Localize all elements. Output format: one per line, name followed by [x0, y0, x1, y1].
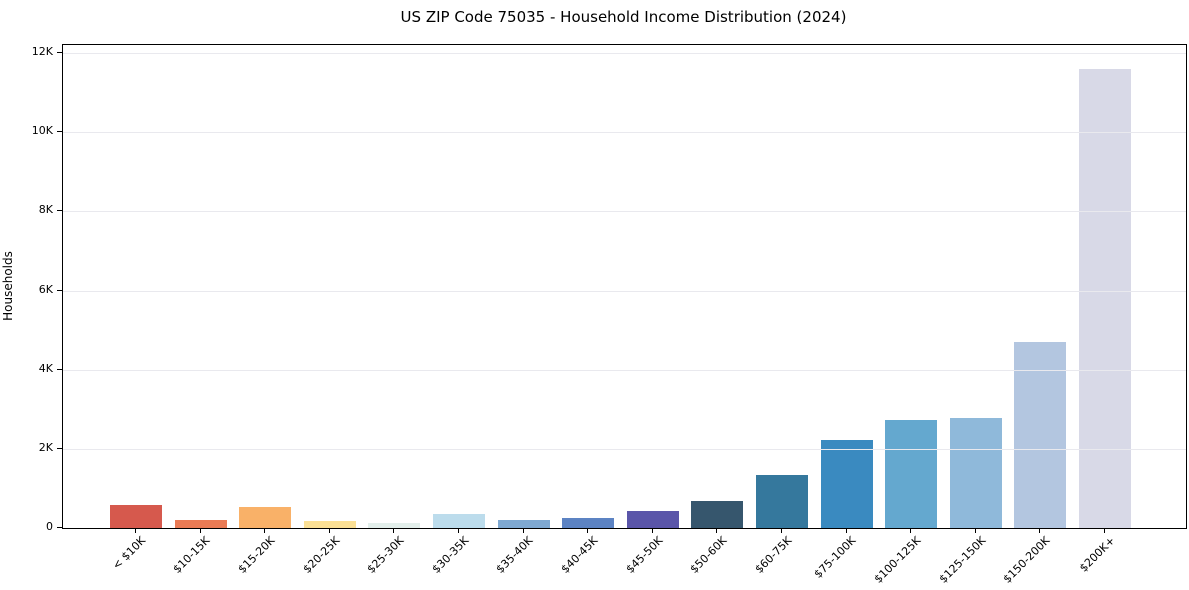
x-tick-mark — [716, 528, 718, 533]
bar-$30-35K — [433, 514, 485, 528]
y-tick-mark — [57, 131, 62, 133]
x-tick-label: $75-100K — [812, 534, 859, 581]
y-tick-label: 4K — [38, 361, 53, 375]
bar-$40-45K — [562, 518, 615, 528]
x-tick-label: $125-150K — [936, 534, 989, 586]
x-tick-label: < $10K — [110, 534, 149, 573]
y-tick-mark — [57, 368, 62, 370]
bar-$125-150K — [949, 418, 1002, 528]
x-tick-label: $45-50K — [623, 534, 666, 576]
x-tick-label: $35-40K — [493, 534, 536, 576]
gridline-10000 — [63, 132, 1186, 134]
bar-$60-75K — [756, 475, 808, 528]
bar-< $10K — [110, 505, 162, 528]
x-tick-mark — [199, 528, 201, 533]
x-tick-label: $150-200K — [1000, 534, 1053, 586]
gridline-12000 — [63, 52, 1186, 54]
y-tick-label: 8K — [38, 203, 53, 217]
x-tick-label: $20-25K — [300, 534, 343, 576]
y-tick-label: 2K — [38, 440, 53, 454]
y-tick-mark — [57, 289, 62, 291]
y-tick-mark — [57, 447, 62, 449]
bar-$10-15K — [174, 520, 227, 528]
x-tick-label: $60-75K — [752, 534, 795, 576]
x-tick-mark — [264, 528, 266, 533]
x-tick-label: $30-35K — [429, 534, 472, 576]
x-tick-label: $50-60K — [687, 534, 730, 576]
x-tick-label: $10-15K — [170, 534, 213, 576]
gridline-4000 — [63, 369, 1186, 371]
y-tick-mark — [57, 527, 62, 528]
x-tick-label: $200K+ — [1076, 534, 1118, 575]
y-tick-label: 0 — [46, 520, 53, 533]
bar-$25-30K — [368, 523, 421, 528]
x-tick-label: $15-20K — [235, 534, 278, 576]
x-tick-label: $25-30K — [364, 534, 407, 576]
x-tick-mark — [393, 528, 395, 533]
x-tick-mark — [1039, 528, 1041, 533]
y-tick-label: 6K — [38, 282, 53, 296]
x-tick-label: $40-45K — [558, 534, 601, 576]
y-tick-mark — [57, 51, 62, 53]
y-tick-label: 10K — [31, 124, 53, 138]
x-tick-mark — [135, 528, 136, 533]
chart-title: US ZIP Code 75035 - Household Income Dis… — [400, 8, 847, 26]
bar-$200K+ — [1079, 69, 1131, 528]
x-tick-mark — [458, 528, 459, 533]
gridline-8000 — [63, 211, 1186, 213]
bar-$20-25K — [303, 521, 356, 528]
bar-$75-100K — [820, 440, 873, 528]
plot-area — [62, 44, 1187, 529]
bar-$100-125K — [885, 420, 938, 528]
x-tick-mark — [587, 528, 589, 533]
gridline-2000 — [63, 448, 1186, 450]
bar-$15-20K — [239, 507, 292, 528]
x-tick-label: $100-125K — [871, 534, 924, 586]
x-tick-mark — [328, 528, 330, 533]
x-tick-mark — [845, 528, 847, 533]
y-tick-label: 12K — [31, 44, 53, 58]
x-tick-mark — [974, 528, 976, 533]
bar-$35-40K — [497, 520, 550, 528]
bar-$45-50K — [626, 511, 679, 528]
x-tick-mark — [522, 528, 524, 533]
gridline-6000 — [63, 290, 1186, 292]
x-tick-mark — [781, 528, 782, 533]
bar-$150-200K — [1014, 342, 1067, 528]
x-tick-mark — [1104, 528, 1105, 533]
x-tick-mark — [651, 528, 653, 533]
bar-$50-60K — [691, 501, 744, 528]
y-tick-mark — [57, 210, 62, 212]
x-tick-mark — [910, 528, 912, 533]
